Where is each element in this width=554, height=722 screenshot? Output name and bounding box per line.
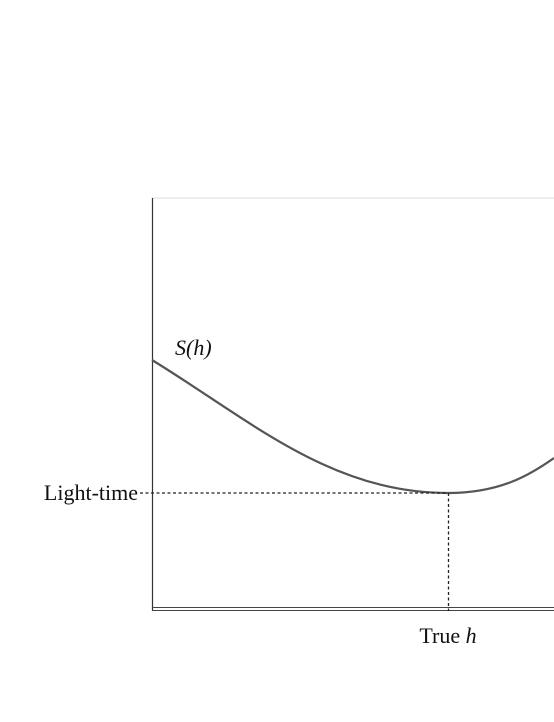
y-label: Light-time: [44, 480, 138, 505]
x-label-variable: h: [466, 623, 477, 648]
x-label-text: True: [419, 623, 460, 648]
curve: [151, 359, 554, 495]
x-label: True h: [419, 623, 476, 648]
curve-label: S(h): [175, 335, 212, 360]
